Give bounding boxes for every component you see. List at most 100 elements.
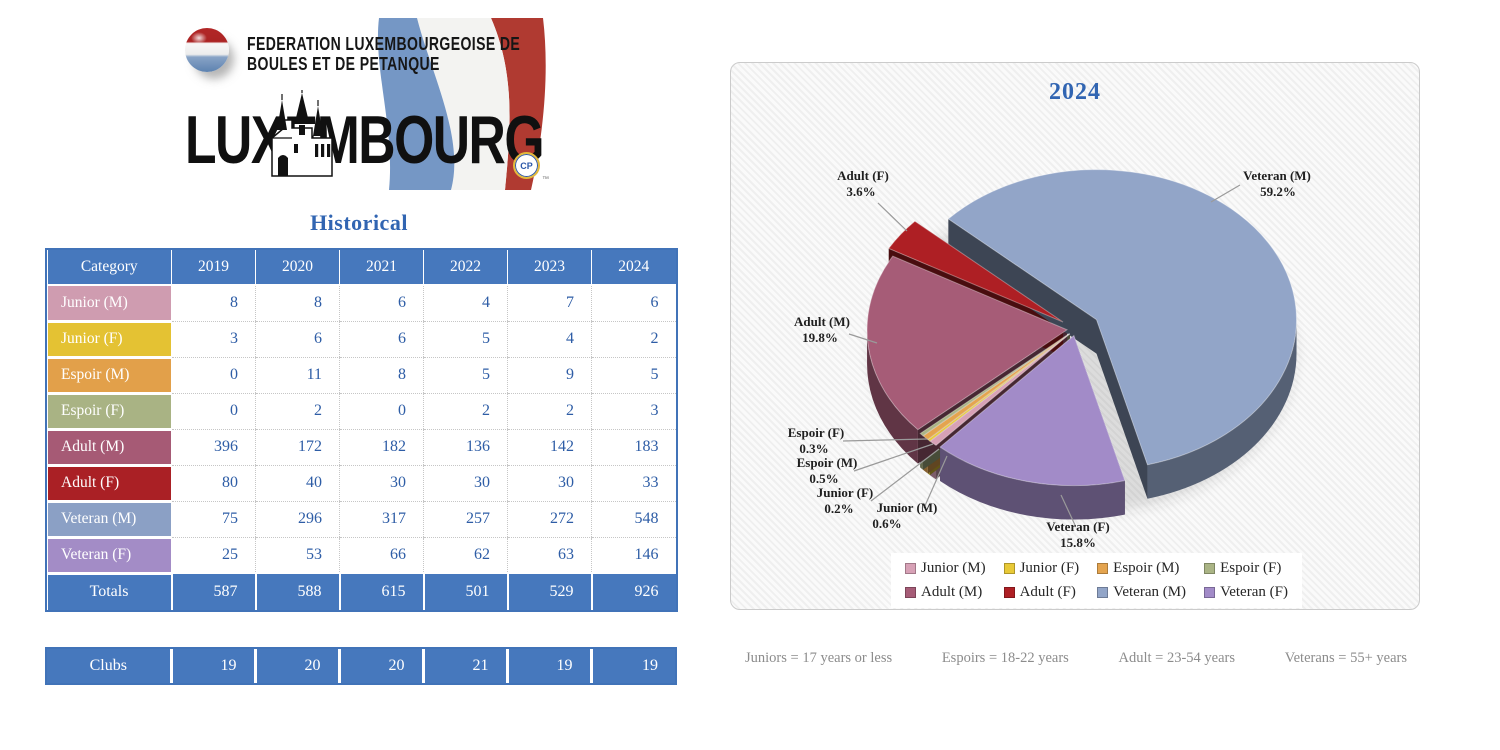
table-row: Junior (F) 3 6 6 5 4 2 <box>47 320 676 359</box>
value-cell: 142 <box>507 429 592 466</box>
federation-logo: FEDERATION LUXEMBOURGEOISE DE BOULES ET … <box>185 16 549 192</box>
value-cell: 11 <box>255 357 340 394</box>
value-cell: 8 <box>255 285 340 322</box>
pie-slice-top-Veteran (M) <box>947 169 1297 466</box>
pie-label-percent: 19.8% <box>802 330 838 345</box>
value-cell: 257 <box>423 501 508 538</box>
clubs-value-cell: 19 <box>505 649 591 683</box>
value-cell: 2 <box>255 393 340 430</box>
totals-value-cell: 926 <box>590 572 676 610</box>
pie-slice-top-Adult (F) <box>887 220 1064 323</box>
legend-swatch <box>1097 587 1109 598</box>
value-cell: 40 <box>255 465 340 502</box>
table-row: Veteran (F) 25 53 66 62 63 146 <box>47 536 676 575</box>
petanque-federation-badge: CP <box>513 152 540 179</box>
value-cell: 183 <box>591 429 676 466</box>
legend-label: Adult (M) <box>921 584 983 600</box>
pie-slice-wall <box>1147 319 1297 499</box>
pie-slice-wall <box>867 329 918 464</box>
value-cell: 3 <box>171 321 256 358</box>
legend-item: Junior (M) <box>905 560 986 577</box>
pie-leader-line <box>853 443 934 472</box>
value-cell: 182 <box>339 429 424 466</box>
value-cell: 6 <box>591 285 676 322</box>
legend-swatch <box>1003 587 1015 598</box>
value-cell: 4 <box>507 321 592 358</box>
totals-value-cell: 588 <box>254 572 340 610</box>
totals-value-cell: 501 <box>422 572 508 610</box>
totals-value-cell: 529 <box>506 572 592 610</box>
legend-item: Espoir (M) <box>1097 560 1186 577</box>
legend-swatch <box>905 587 916 598</box>
cathedral-illustration <box>271 90 333 177</box>
legend-item: Adult (F) <box>1003 584 1080 601</box>
historical-table: Category 2019 2020 2021 2022 2023 2024 Junior (… <box>45 248 678 612</box>
pie-label-name: Veteran (M) <box>1243 168 1311 183</box>
legend-label: Veteran (M) <box>1113 584 1187 600</box>
value-cell: 5 <box>591 357 676 394</box>
value-cell: 136 <box>423 429 508 466</box>
value-cell: 25 <box>171 537 256 574</box>
pie-leader-line <box>1060 494 1076 526</box>
value-cell: 5 <box>423 357 508 394</box>
category-label-cell: Espoir (F) <box>47 392 172 431</box>
category-label-cell: Espoir (M) <box>47 356 172 395</box>
value-cell: 172 <box>255 429 340 466</box>
pie-label-name: Adult (M) <box>794 314 850 329</box>
value-cell: 6 <box>339 285 424 322</box>
category-label-cell: Adult (M) <box>47 428 172 467</box>
pie-label-percent: 0.3% <box>799 441 828 456</box>
pie-slice-top-Junior (M) <box>929 333 1071 447</box>
value-cell: 6 <box>339 321 424 358</box>
clubs-value-cell: 21 <box>421 649 507 683</box>
totals-label-cell: Totals <box>47 572 172 610</box>
value-cell: 30 <box>507 465 592 502</box>
legend-item: Veteran (M) <box>1097 584 1186 601</box>
pie-label-name: Espoir (M) <box>797 455 858 470</box>
value-cell: 62 <box>423 537 508 574</box>
legend-item: Adult (M) <box>905 584 986 601</box>
value-cell: 548 <box>591 501 676 538</box>
value-cell: 296 <box>255 501 340 538</box>
value-cell: 4 <box>423 285 508 322</box>
value-cell: 0 <box>339 393 424 430</box>
pie-slice-wall <box>1096 319 1148 499</box>
pie-label-percent: 15.8% <box>1060 535 1096 550</box>
value-cell: 9 <box>507 357 592 394</box>
year-column-header: 2024 <box>591 250 676 286</box>
value-cell: 8 <box>339 357 424 394</box>
age-definition: Juniors = 17 years or less <box>745 650 893 666</box>
pie-chart-2024: Junior (M)0.6% Junior (F)0.2% Espoir (M)0.… <box>788 168 1311 550</box>
value-cell: 396 <box>171 429 256 466</box>
category-label-cell: Adult (F) <box>47 464 172 503</box>
age-definition: Veterans = 55+ years <box>1284 650 1407 666</box>
value-cell: 30 <box>339 465 424 502</box>
legend-item: Junior (F) <box>1003 560 1080 577</box>
trademark-symbol: ™ <box>542 176 549 183</box>
value-cell: 2 <box>591 321 676 358</box>
value-cell: 2 <box>423 393 508 430</box>
legend-swatch <box>1097 563 1109 574</box>
table-row: Adult (M) 396 172 182 136 142 183 <box>47 428 676 467</box>
legend-label: Adult (F) <box>1019 584 1076 600</box>
value-cell: 0 <box>171 357 256 394</box>
legend-label: Junior (F) <box>1019 560 1080 576</box>
pie-leader-line <box>870 448 940 502</box>
value-cell: 3 <box>591 393 676 430</box>
category-label-cell: Veteran (M) <box>47 500 172 539</box>
chart-legend: Junior (M) Junior (F) Espoir (M) Espoir (F)… <box>891 553 1302 608</box>
year-column-header: 2019 <box>171 250 256 286</box>
totals-value-cell: 615 <box>338 572 424 610</box>
legend-swatch <box>1204 563 1216 574</box>
value-cell: 66 <box>339 537 424 574</box>
country-wordmark: LUXEMBOURG <box>185 102 545 178</box>
value-cell: 33 <box>591 465 676 502</box>
historical-title: Historical <box>310 210 408 235</box>
value-cell: 146 <box>591 537 676 574</box>
value-cell: 0 <box>171 393 256 430</box>
table-row: Veteran (M) 75 296 317 257 272 548 <box>47 500 676 539</box>
year-column-header: 2022 <box>423 250 508 286</box>
pie-label-name: Junior (F) <box>817 485 873 500</box>
pie-leader-line <box>848 333 878 344</box>
legend-item: Veteran (F) <box>1204 584 1288 601</box>
